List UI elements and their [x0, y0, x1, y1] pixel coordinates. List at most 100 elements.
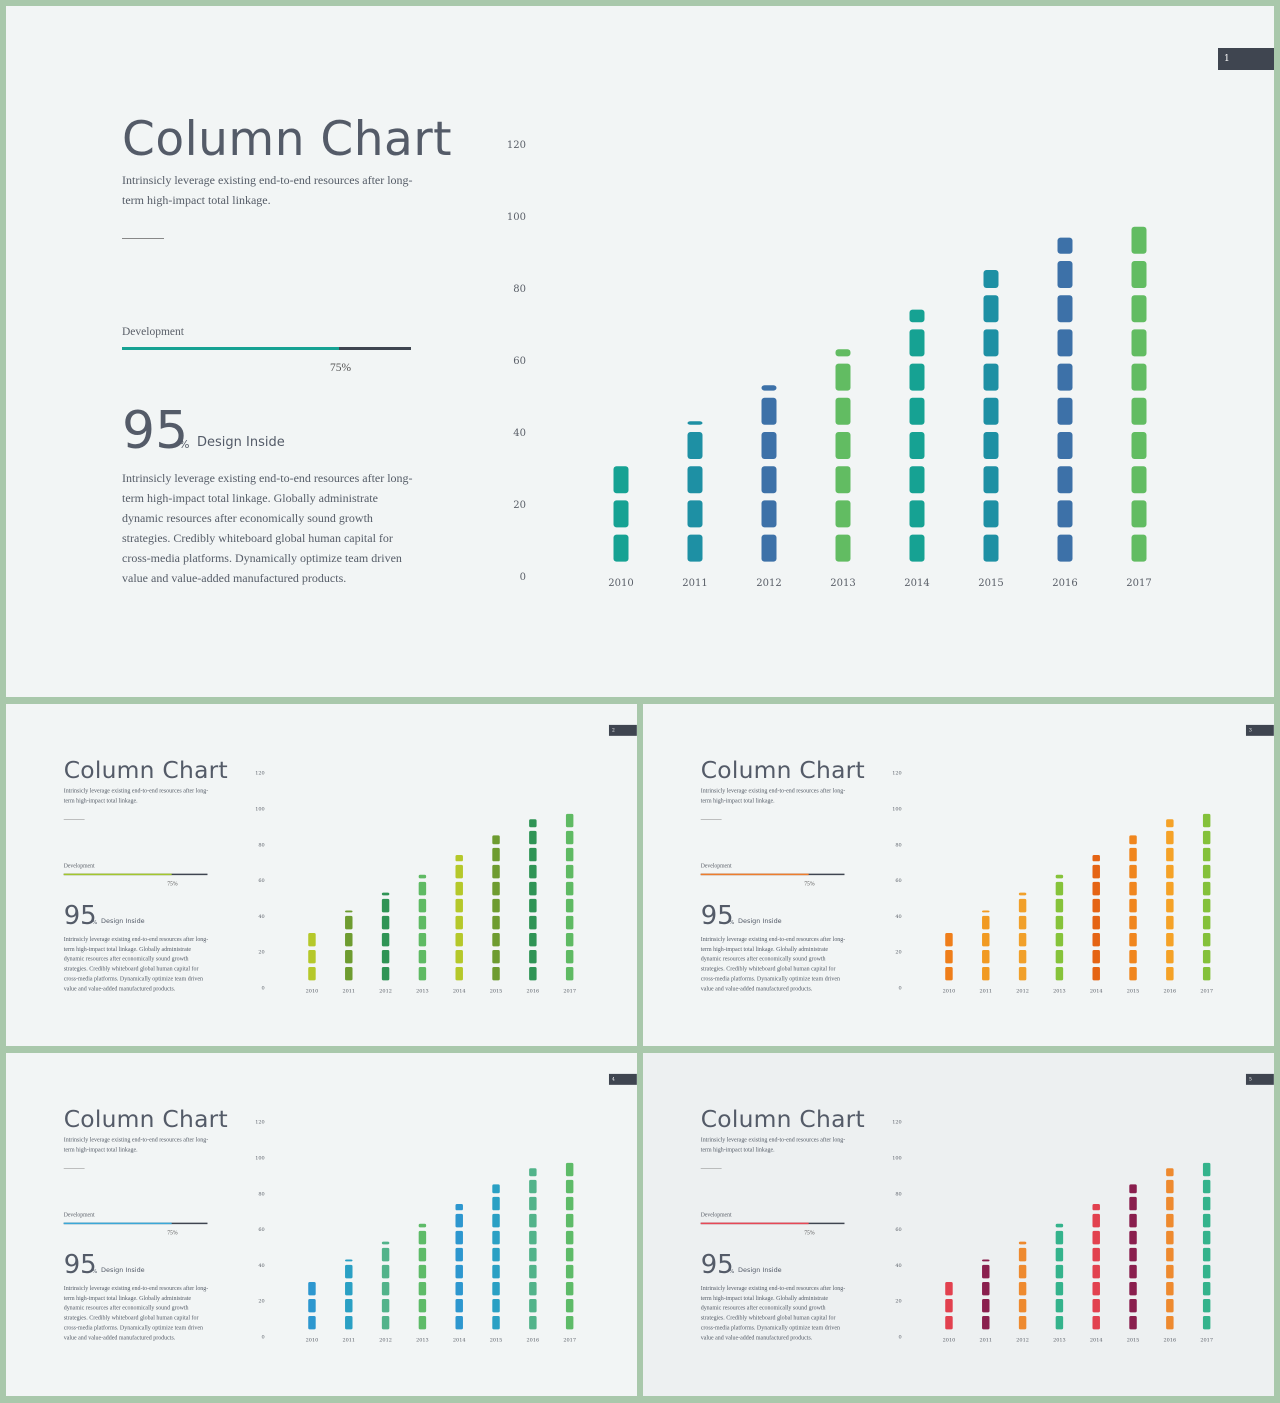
bar-segment [982, 910, 990, 913]
y-tick-label: 20 [895, 1299, 901, 1305]
bar-2011 [982, 1259, 990, 1330]
column-chart: 0 20 40 60 80 100 120 2010 2011 2012 2013 2014 2015 2… [496, 116, 1196, 606]
y-tick-label: 40 [513, 428, 526, 439]
bar-2017 [565, 813, 574, 981]
body-text: Intrinsicly leverage existing end-to-end… [700, 935, 846, 993]
bar-segment [345, 915, 353, 930]
stat-caption: Design Inside [738, 1266, 782, 1274]
progress-label: Development [122, 326, 184, 338]
divider [122, 238, 164, 239]
bar-segment [345, 1264, 353, 1279]
progress-bar [700, 1222, 845, 1225]
progress-value: 75% [804, 881, 815, 888]
bar-segment [418, 966, 427, 981]
bar-segment [982, 1264, 990, 1279]
bar-segment [455, 966, 463, 981]
progress-bar [63, 1222, 208, 1225]
slide-title: Column Chart [700, 756, 865, 785]
bar-segment [455, 881, 463, 896]
slide-3[interactable]: 3 Column Chart Intrinsicly leverage exis… [643, 704, 1274, 1046]
slide-5[interactable]: 5 Column Chart Intrinsicly leverage exis… [643, 1053, 1274, 1396]
y-tick-label: 0 [520, 572, 526, 583]
body-text: Intrinsicly leverage existing end-to-end… [700, 1284, 846, 1342]
y-tick-label: 20 [513, 500, 526, 511]
chart-svg: 0 20 40 60 80 100 120 2010 2011 2012 2013 2014 2015 2… [507, 140, 1152, 589]
bar-segment [1057, 363, 1073, 391]
bar-segment [345, 1298, 353, 1313]
bar-segment [1129, 881, 1137, 896]
stat-caption: Design Inside [101, 1266, 145, 1274]
bar-segment [1092, 966, 1100, 981]
x-tick-label: 2017 [563, 1338, 576, 1344]
slide-1[interactable]: 1 Column Chart Intrinsicly leverage exis… [6, 6, 1274, 697]
bar-segment [983, 466, 999, 494]
stat-unit: % [179, 438, 190, 451]
bar-segment [529, 864, 537, 879]
bar-segment [687, 421, 703, 425]
bar-segment [418, 874, 427, 879]
x-tick-label: 2015 [490, 1338, 503, 1344]
bar-segment [565, 830, 574, 845]
bar-2016 [529, 819, 537, 981]
slide-number-badge: 1 [1218, 48, 1274, 70]
body-text: Intrinsicly leverage existing end-to-end… [63, 935, 209, 993]
bar-2010 [308, 1281, 316, 1330]
bar-segment [381, 966, 390, 981]
bar-segment [761, 432, 777, 459]
bar-segment [1131, 432, 1147, 459]
bar-segment [1202, 1281, 1211, 1296]
slide-number-badge: 5 [1245, 1073, 1274, 1085]
bar-segment [1057, 534, 1073, 562]
bar-segment [1018, 1241, 1027, 1245]
bar-segment [1129, 1281, 1137, 1296]
bar-segment [565, 1298, 574, 1313]
progress-label: Development [700, 863, 732, 870]
bar-segment [492, 1247, 500, 1262]
progress-value: 75% [330, 362, 352, 374]
bar-segment [345, 966, 353, 981]
slide-4[interactable]: 4 Column Chart Intrinsicly leverage exis… [6, 1053, 637, 1396]
bar-segment [1129, 1184, 1137, 1194]
bar-segment [492, 915, 500, 930]
y-tick-label: 0 [262, 1335, 265, 1341]
bar-segment [945, 1298, 953, 1313]
slide-2[interactable]: 2 Column Chart Intrinsicly leverage exis… [6, 704, 637, 1046]
bar-segment [455, 915, 463, 930]
bar-segment [455, 932, 463, 947]
bar-segment [492, 898, 500, 913]
y-tick-label: 100 [892, 1155, 901, 1161]
bar-segment [565, 1196, 574, 1211]
bar-segment [529, 1213, 537, 1228]
bar-segment [1202, 1247, 1211, 1262]
slide-title: Column Chart [63, 1105, 228, 1134]
bar-segment [492, 1230, 500, 1245]
bar-segment [945, 932, 953, 947]
bar-segment [1055, 1247, 1064, 1262]
bar-segment [1202, 881, 1211, 896]
bar-2010 [613, 466, 629, 562]
bar-segment [1166, 949, 1174, 964]
bar-segment [1057, 329, 1073, 357]
bar-segment [345, 1281, 353, 1296]
bar-segment [492, 835, 500, 845]
bar-segment [982, 932, 990, 947]
x-tick-label: 2013 [830, 578, 855, 589]
bar-2011 [345, 910, 353, 981]
bar-2013 [418, 1223, 427, 1330]
bar-segment [945, 1281, 953, 1296]
y-tick-label: 80 [895, 1191, 901, 1197]
bar-segment [1057, 397, 1073, 425]
x-tick-label: 2014 [1090, 989, 1103, 995]
bar-segment [1131, 534, 1147, 562]
bar-2015 [1129, 1184, 1137, 1330]
x-tick-label: 2016 [1164, 1338, 1177, 1344]
bar-segment [909, 534, 925, 562]
bar-segment [565, 966, 574, 981]
bar-segment [1166, 1264, 1174, 1279]
bar-segment [1166, 1230, 1174, 1245]
column-chart: 0 20 40 60 80 100 120 2010 2011 2012 2013 2014 2015 2… [250, 759, 598, 1003]
bar-segment [1129, 1196, 1137, 1211]
bar-segment [418, 915, 427, 930]
bar-segment [761, 534, 777, 562]
bar-segment [1129, 898, 1137, 913]
